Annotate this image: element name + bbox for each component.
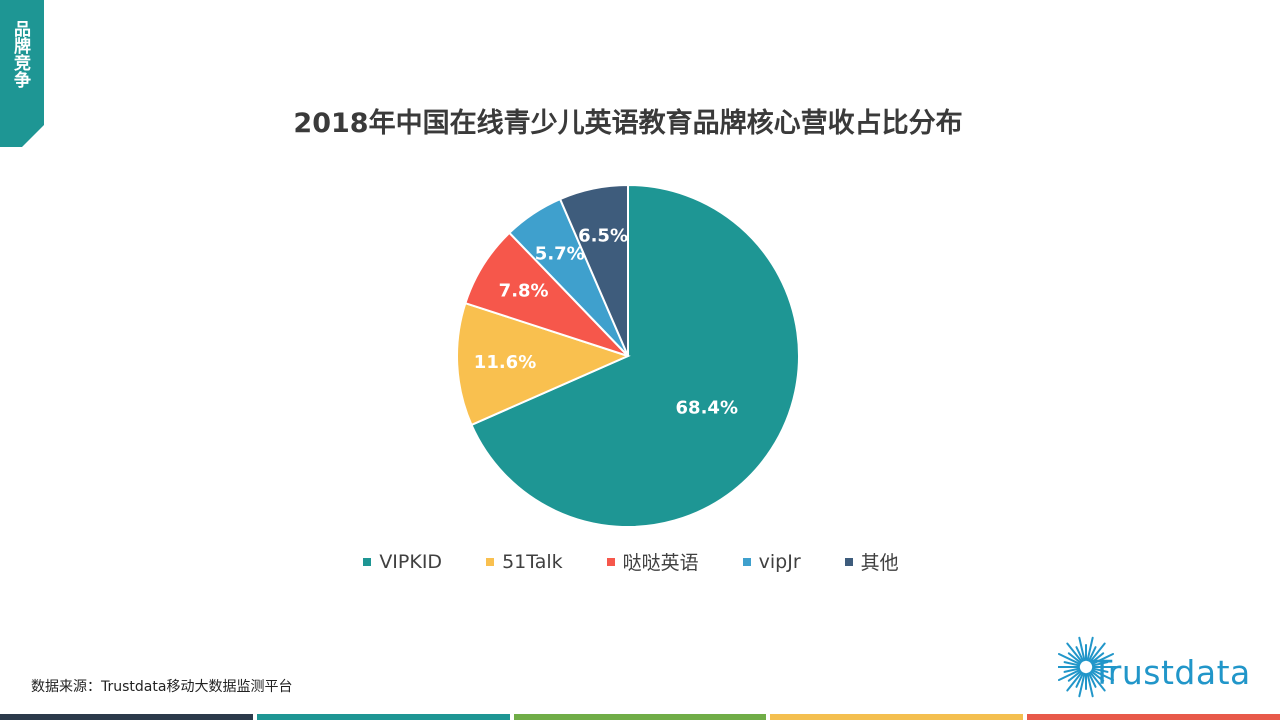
pie-data-label: 7.8% bbox=[499, 281, 549, 302]
pie-slice bbox=[558, 183, 629, 357]
legend-swatch bbox=[486, 557, 495, 566]
legend-label: vipJr bbox=[758, 550, 801, 573]
legend-label: VIPKID bbox=[379, 550, 443, 573]
pie-data-label: 6.5% bbox=[578, 225, 628, 246]
pie-slice bbox=[456, 301, 631, 427]
sunburst-icon bbox=[1058, 636, 1117, 698]
legend-swatch bbox=[363, 557, 372, 566]
chart-title: 2018年中国在线青少儿英语教育品牌核心营收占比分布 bbox=[293, 108, 963, 139]
logo-text: Trustdata bbox=[1092, 653, 1251, 692]
source-note: 数据来源：Trustdata移动大数据监测平台 bbox=[31, 679, 293, 695]
chart-legend: VIPKID 51Talk 哒哒英语 vipJr 其他 bbox=[0, 548, 1262, 575]
legend-swatch bbox=[742, 557, 751, 566]
section-tab-label: 品牌竞争 bbox=[10, 20, 30, 88]
footer-segment bbox=[0, 714, 253, 720]
pie-slice bbox=[470, 183, 800, 528]
footer-segment bbox=[256, 714, 510, 720]
legend-swatch bbox=[844, 557, 853, 566]
legend-label: 51Talk bbox=[502, 550, 563, 573]
pie-data-label: 5.7% bbox=[535, 244, 585, 265]
legend-swatch bbox=[606, 557, 615, 566]
footer-segment bbox=[770, 714, 1024, 720]
footer-color-bar bbox=[0, 714, 1280, 720]
legend-label: 哒哒英语 bbox=[622, 552, 699, 574]
legend-label: 其他 bbox=[860, 552, 899, 574]
legend-item: vipJr bbox=[742, 548, 801, 575]
footer-segment bbox=[1027, 714, 1280, 720]
legend-item: 51Talk bbox=[486, 548, 563, 575]
section-tab: 品牌竞争 bbox=[0, 0, 44, 147]
pie-data-label: 68.4% bbox=[676, 397, 738, 418]
pie-data-label: 11.6% bbox=[474, 352, 536, 373]
section-tab-shape bbox=[0, 0, 44, 147]
legend-item: VIPKID bbox=[363, 548, 442, 575]
legend-item: 哒哒英语 bbox=[606, 548, 699, 575]
footer-segment bbox=[513, 714, 767, 720]
legend-item: 其他 bbox=[844, 548, 899, 575]
